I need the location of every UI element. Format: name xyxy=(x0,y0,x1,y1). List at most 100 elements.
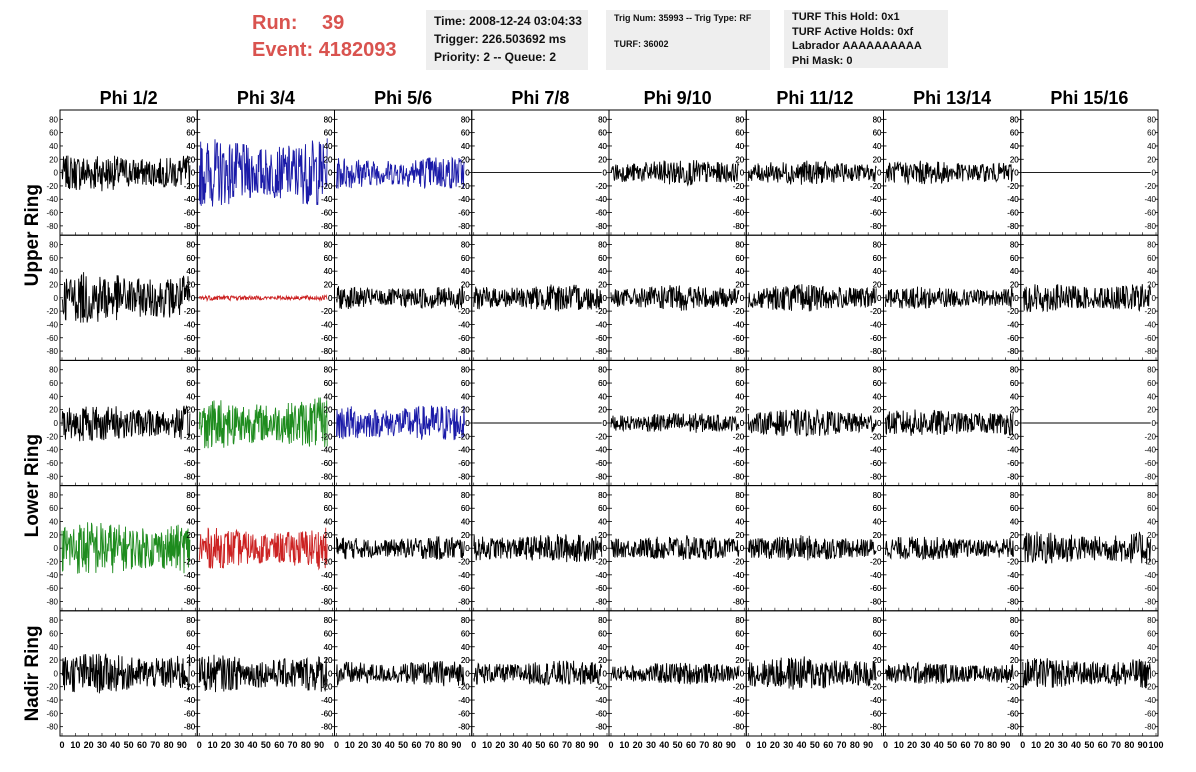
y-tick-label: -40 xyxy=(1007,571,1019,580)
y-tick-label: 20 xyxy=(324,406,333,415)
y-tick-label: 60 xyxy=(1010,129,1019,138)
y-tick-label: 0 xyxy=(328,169,333,178)
y-tick-label: 80 xyxy=(873,491,882,500)
y-tick-label: 80 xyxy=(49,115,58,124)
y-tick-label: 60 xyxy=(1010,504,1019,513)
y-tick-label: -60 xyxy=(321,209,333,218)
y-tick-label: 40 xyxy=(873,392,882,401)
y-tick-label: 0 xyxy=(465,169,470,178)
y-tick-label: 0 xyxy=(877,669,882,678)
y-tick-label: 40 xyxy=(873,643,882,652)
x-tick-label: 60 xyxy=(823,740,833,750)
y-tick-label: -20 xyxy=(1007,558,1019,567)
y-tick-label: -20 xyxy=(1144,182,1156,191)
y-tick-label: 40 xyxy=(49,643,58,652)
y-tick-label: -40 xyxy=(1007,446,1019,455)
y-tick-label: 60 xyxy=(461,629,470,638)
y-tick-label: 80 xyxy=(49,241,58,250)
y-tick-label: 20 xyxy=(1010,656,1019,665)
y-tick-label: 0 xyxy=(877,169,882,178)
y-tick-label: -60 xyxy=(595,459,607,468)
y-tick-label: 80 xyxy=(1010,241,1019,250)
y-tick-label: -80 xyxy=(870,472,882,481)
y-tick-label: -60 xyxy=(321,334,333,343)
y-tick-label: 0 xyxy=(191,669,196,678)
waveform-panel: 80 80 60 60 40 40 20 20 0 0 -20 -20 -40 -40 -60 -60 -80 -… xyxy=(46,610,198,750)
y-tick-label: 0 xyxy=(54,419,59,428)
y-tick-label: -20 xyxy=(733,683,745,692)
y-tick-label: 20 xyxy=(735,656,744,665)
y-tick-label: -60 xyxy=(458,334,470,343)
y-tick-label: -80 xyxy=(184,723,196,732)
y-tick-label: -60 xyxy=(733,709,745,718)
y-tick-label: 20 xyxy=(873,280,882,289)
y-tick-label: 80 xyxy=(873,491,882,500)
y-tick-label: 0 xyxy=(1014,169,1019,178)
y-tick-label: -80 xyxy=(321,347,333,356)
x-tick-label: 0 xyxy=(608,740,613,750)
y-tick-label: -80 xyxy=(184,472,196,481)
x-tick-label: 60 xyxy=(960,740,970,750)
y-tick-label: -80 xyxy=(321,723,333,732)
y-tick-label: -80 xyxy=(1007,723,1019,732)
y-tick-label: 20 xyxy=(1010,656,1019,665)
y-tick-label: 60 xyxy=(598,504,607,513)
y-tick-label: 20 xyxy=(49,406,58,415)
y-tick-label: -80 xyxy=(1007,222,1019,231)
y-tick-label: -80 xyxy=(184,222,196,231)
y-tick-label: -40 xyxy=(1007,320,1019,329)
y-tick-label: -60 xyxy=(458,459,470,468)
y-tick-label: 20 xyxy=(598,280,607,289)
waveform-panel: 80 80 60 60 40 40 20 20 0 0 -20 -20 -40 -40 -60 -60 -80 -… xyxy=(733,610,884,750)
y-tick-label: -80 xyxy=(184,347,196,356)
y-tick-label: 40 xyxy=(873,142,882,151)
y-tick-label: 20 xyxy=(873,406,882,415)
y-tick-label: 60 xyxy=(735,504,744,513)
y-tick-label: -20 xyxy=(321,307,333,316)
y-tick-label: -40 xyxy=(595,696,607,705)
y-tick-label: 40 xyxy=(186,643,195,652)
y-tick-label: -40 xyxy=(595,571,607,580)
y-tick-label: 40 xyxy=(1147,392,1156,401)
y-tick-label: 0 xyxy=(877,419,882,428)
waveform-trace xyxy=(885,409,1014,437)
y-tick-label: 60 xyxy=(598,629,607,638)
y-tick-label: 60 xyxy=(49,629,58,638)
y-tick-label: 40 xyxy=(461,267,470,276)
run-label: Run: xyxy=(252,12,298,34)
waveform-panel: 80 80 60 60 40 40 20 20 0 0 -20 -20 -40 -40 -60 -60 -80 -… xyxy=(733,359,884,487)
y-tick-label: 0 xyxy=(54,169,59,178)
y-tick-label: 0 xyxy=(740,169,745,178)
waveform-trace xyxy=(610,412,740,433)
waveform-panel: 80 80 60 60 40 40 20 20 0 0 -20 -20 -40 -40 -60 -60 -80 -… xyxy=(1007,109,1159,236)
x-tick-label: 10 xyxy=(208,740,218,750)
y-tick-label: -40 xyxy=(733,195,745,204)
y-tick-label: 0 xyxy=(877,544,882,553)
y-tick-label: 20 xyxy=(598,531,607,540)
y-tick-label: 60 xyxy=(873,254,882,263)
turf-info-box: TURF This Hold: 0x1 TURF Active Holds: 0… xyxy=(784,10,948,68)
x-tick-label: 60 xyxy=(137,740,147,750)
y-tick-label: 80 xyxy=(324,491,333,500)
y-tick-label: 80 xyxy=(461,366,470,375)
y-tick-label: 60 xyxy=(324,504,333,513)
y-tick-label: 0 xyxy=(740,169,745,178)
waveform-panel: 80 80 60 60 40 40 20 20 0 0 -20 -20 -40 -40 -60 -60 -80 -… xyxy=(184,234,335,361)
waveform-panel: 80 80 60 60 40 40 20 20 0 0 -20 -20 -40 -40 -60 -60 -80 -… xyxy=(733,109,884,236)
y-tick-label: -20 xyxy=(321,683,333,692)
y-tick-label: 80 xyxy=(873,616,882,625)
y-tick-label: 80 xyxy=(461,115,470,124)
y-tick-label: 40 xyxy=(186,643,195,652)
y-tick-label: -20 xyxy=(458,683,470,692)
y-tick-label: 20 xyxy=(461,155,470,164)
y-tick-label: -60 xyxy=(1007,709,1019,718)
y-tick-label: -80 xyxy=(733,347,745,356)
y-tick-label: 60 xyxy=(1010,379,1019,388)
y-tick-label: 60 xyxy=(324,254,333,263)
y-tick-label: 80 xyxy=(461,616,470,625)
x-tick-label: 50 xyxy=(398,740,408,750)
y-tick-label: -60 xyxy=(870,584,882,593)
y-tick-label: 40 xyxy=(186,392,195,401)
y-tick-label: -40 xyxy=(321,320,333,329)
y-tick-label: -40 xyxy=(1007,696,1019,705)
